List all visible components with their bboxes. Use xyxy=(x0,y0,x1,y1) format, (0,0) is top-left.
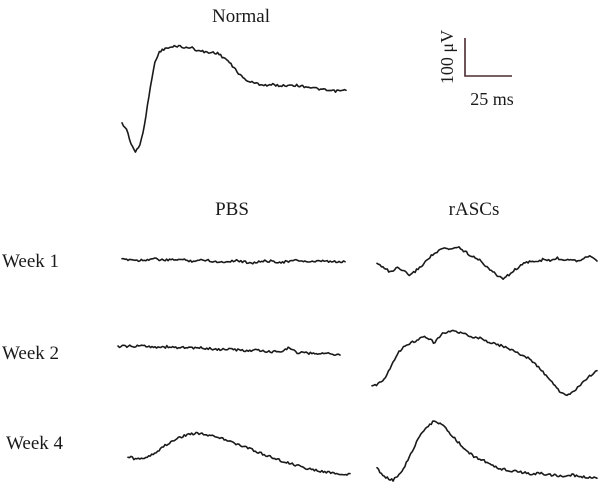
trace-pbs-week-4 xyxy=(127,431,351,476)
column-label-rascs: rASCs xyxy=(449,199,500,220)
trace-pbs-week-2 xyxy=(117,344,341,356)
row-label-week-2: Week 2 xyxy=(2,343,59,364)
scale-bar-lines xyxy=(464,38,512,77)
scale-bar-time-label: 25 ms xyxy=(470,89,514,109)
trace-rascs-week-1 xyxy=(376,246,598,280)
trace-rascs-week-2 xyxy=(371,329,598,397)
trace-normal xyxy=(121,44,347,153)
trace-rascs-week-4 xyxy=(376,420,598,482)
column-label-pbs: PBS xyxy=(215,199,249,220)
trace-pbs-week-1 xyxy=(121,257,346,265)
panel-title-normal: Normal xyxy=(212,6,270,27)
scale-bar-amplitude-label: 100 μV xyxy=(437,30,457,84)
row-label-week-1: Week 1 xyxy=(2,251,59,272)
row-label-week-4: Week 4 xyxy=(6,433,64,454)
scale-bar: 100 μV 25 ms xyxy=(437,30,514,109)
